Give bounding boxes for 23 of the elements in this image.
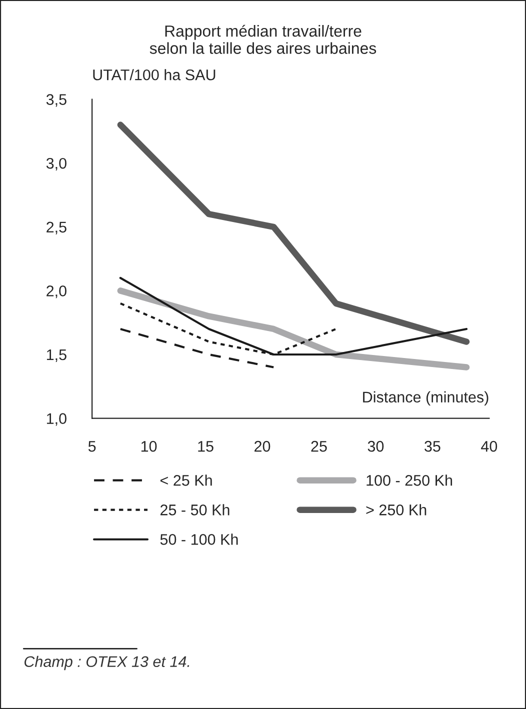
- x-tick-label: 25: [311, 440, 327, 452]
- y-tick-label: 3,0: [46, 158, 66, 171]
- x-tick-label: 40: [481, 440, 498, 452]
- legend-label: 25 - 50 Kh: [160, 504, 230, 516]
- x-tick-label: 5: [88, 441, 96, 452]
- y-tick-label: 1,0: [46, 413, 66, 426]
- x-tick-label: 35: [424, 440, 440, 452]
- legend-label: 100 - 250 Kh: [366, 474, 452, 486]
- chart-title: Rapport médian travail/terre selon la taille des aires urbaines: [150, 24, 376, 54]
- x-axis-title: Distance (minutes): [363, 391, 488, 406]
- x-tick-label: 30: [368, 440, 384, 452]
- text: Champ : OTEX 13 et 14.: [24, 656, 190, 670]
- y-tick-label: 2,5: [46, 222, 66, 234]
- x-tick-label: 15: [198, 441, 214, 452]
- legend-label: < 25 Kh: [160, 474, 212, 486]
- x-tick-label: 10: [141, 440, 157, 452]
- legend-label: > 250 Kh: [366, 504, 426, 516]
- y-axis-title: UTAT/100 ha SAU: [93, 69, 216, 80]
- y-tick-label: 1,5: [46, 350, 66, 362]
- x-tick-label: 20: [254, 440, 270, 452]
- legend-label: 50 - 100 Kh: [160, 534, 238, 545]
- y-tick-label: 3,5: [46, 94, 66, 107]
- y-tick-label: 2,0: [46, 286, 66, 298]
